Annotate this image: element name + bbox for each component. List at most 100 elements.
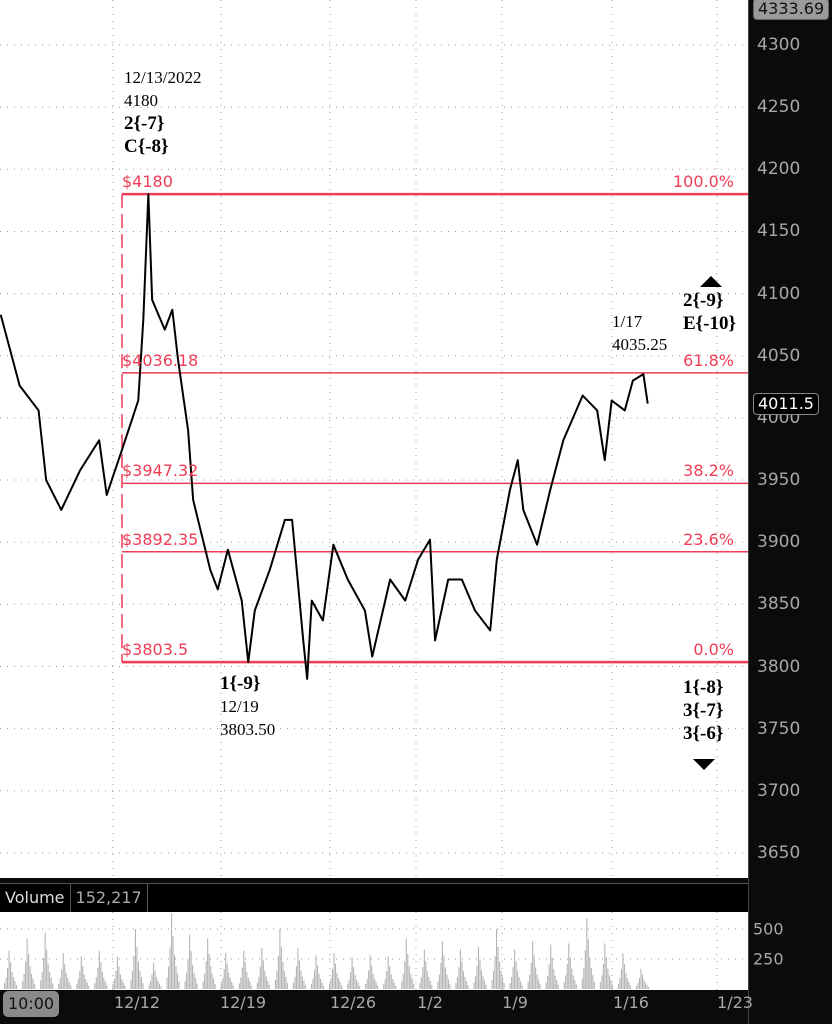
volume-bar [530, 962, 532, 989]
volume-bar [303, 980, 305, 989]
price-axis[interactable]: 4300 4250 4200 4150 4100 4050 4000 3950 3900 3850… [748, 0, 832, 1024]
low-date: 12/19 [220, 697, 259, 716]
volume-bar [25, 961, 27, 989]
volume-bar [174, 954, 176, 989]
volume-bar [586, 918, 588, 989]
volume-bar [330, 978, 332, 989]
volume-bar [571, 968, 573, 989]
time-button[interactable]: 10:00 [3, 991, 59, 1017]
fib-percent-label: 0.0% [693, 640, 734, 660]
volume-tick: 250 [753, 949, 784, 969]
volume-bar [205, 961, 207, 989]
volume-bar [443, 955, 445, 989]
volume-bar [195, 978, 197, 989]
volume-bar [65, 972, 67, 989]
volume-bar [88, 985, 90, 989]
volume-bar [441, 941, 443, 989]
price-tick: 3900 [757, 532, 801, 553]
volume-bar [477, 947, 480, 989]
volume-bar [647, 986, 650, 989]
volume-bar [437, 981, 439, 989]
volume-bar [423, 949, 425, 989]
date-tick: 1/2 [417, 993, 443, 1012]
price-chart-panel[interactable]: 12/13/2022 4180 2{-7} C{-8} 1{-9} 12/19 … [0, 0, 748, 878]
volume-bar [601, 975, 603, 989]
volume-bar [462, 971, 464, 989]
volume-bar [410, 973, 412, 989]
volume-bar [47, 963, 49, 989]
volume-bar [23, 973, 25, 989]
volume-bar [354, 974, 356, 989]
volume-bar [285, 977, 287, 989]
volume-bar [515, 961, 517, 989]
price-badge-high: 4333.69 [753, 0, 830, 20]
volume-bar [168, 966, 170, 989]
volume-bar [646, 984, 648, 989]
volume-bar [374, 978, 376, 989]
volume-panel[interactable] [0, 912, 748, 990]
volume-bar [474, 976, 477, 989]
volume-bar [514, 949, 516, 989]
volume-bar [553, 969, 555, 989]
volume-bar [393, 982, 395, 989]
volume-bar [286, 983, 288, 989]
volume-bar [458, 967, 460, 989]
volume-bar [539, 984, 541, 989]
volume-bar [175, 966, 177, 989]
volume-bar [494, 956, 496, 989]
volume-bar [465, 981, 467, 989]
volume-bar [383, 984, 385, 989]
volume-bar [119, 974, 121, 989]
volume-bar [377, 985, 379, 989]
volume-bar [610, 979, 612, 989]
volume-header: Volume 152,217 [0, 883, 748, 913]
volume-bar [574, 979, 576, 989]
volume-bar [62, 953, 64, 989]
volume-bar [301, 976, 303, 989]
volume-bar [312, 978, 314, 989]
volume-bar [575, 984, 577, 989]
volume-bar [46, 949, 48, 989]
volume-bar [116, 956, 118, 989]
volume-bar [80, 956, 82, 989]
volume-bar [332, 969, 334, 989]
volume-bar [277, 956, 279, 989]
volume-bar [64, 963, 66, 989]
volume-bar [548, 964, 550, 989]
volume-bar [583, 967, 585, 989]
volume-bar [446, 974, 448, 989]
volume-bar [533, 955, 535, 989]
volume-bar [246, 971, 248, 989]
volume-bar [225, 953, 227, 989]
volume-bar [262, 960, 264, 989]
volume-bar [115, 971, 117, 989]
volume-bar [556, 980, 558, 989]
volume-bar [589, 957, 591, 989]
volume-bar [26, 938, 28, 989]
down-wave-2: 3{-7} [683, 700, 724, 721]
volume-bar [389, 966, 391, 989]
volume-bar [52, 983, 54, 989]
volume-bar [261, 948, 263, 989]
price-tick: 3650 [757, 842, 801, 863]
volume-bar [447, 979, 449, 989]
volume-bar [461, 961, 463, 989]
volume-bar [411, 978, 413, 989]
volume-bar [124, 985, 126, 989]
volume-bar [635, 985, 638, 989]
fib-price-label: $4036.18 [122, 350, 199, 370]
volume-bar [247, 977, 249, 989]
volume-bar [166, 977, 168, 989]
volume-bar [638, 977, 641, 989]
volume-bar [511, 977, 513, 989]
volume-bar [148, 985, 150, 989]
date-tick: 1/23 [717, 993, 753, 1012]
volume-bar [58, 983, 60, 989]
volume-bar [407, 953, 409, 989]
volume-bar [250, 985, 252, 989]
volume-bar [485, 984, 487, 989]
volume-bar [49, 972, 51, 989]
volume-bar [160, 986, 162, 989]
volume-bar [605, 957, 607, 989]
volume-bar [10, 962, 12, 989]
